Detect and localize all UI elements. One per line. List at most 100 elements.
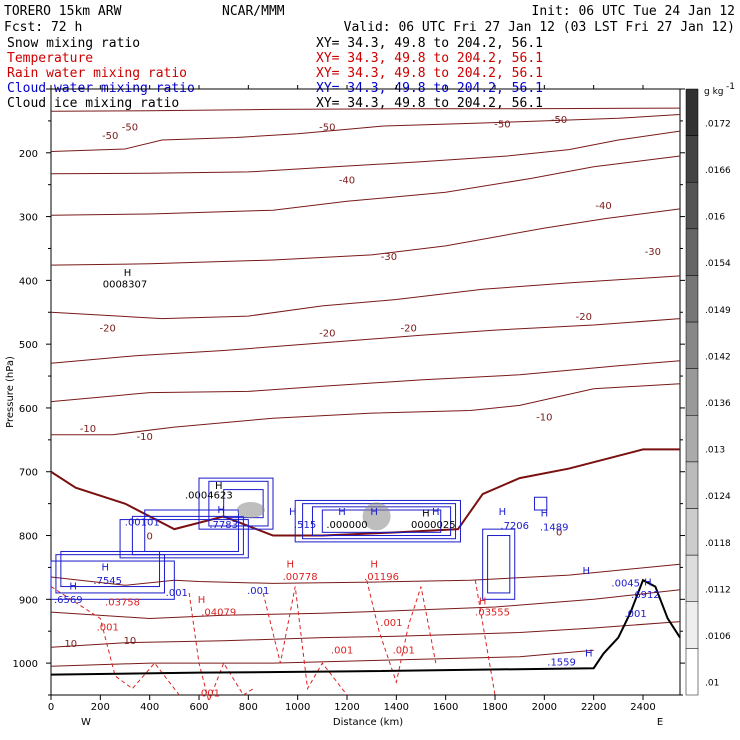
contour-labels: -50 -50 -50 -50 -50 -40 -40 -30 -30 -20 -20 -20 -20 -… [54, 115, 661, 699]
east-label: E [657, 717, 663, 728]
x-tick-label: 1000 [285, 702, 310, 713]
x-tick-label: 800 [239, 702, 258, 713]
colorbar-swatch [685, 508, 699, 556]
ice-label: .000000 [326, 520, 367, 531]
legend-field-name: Temperature [7, 51, 93, 66]
isotherm-line [50, 563, 681, 586]
temperature-label: -30 [381, 252, 397, 263]
temperature-label: 0 [146, 531, 152, 542]
isotherm-line [51, 383, 681, 436]
ice-high-marker: H [124, 268, 132, 279]
cloud-water-contour [144, 509, 239, 552]
colorbar-label: .0118 [705, 539, 731, 549]
colorbar-label: .0112 [705, 585, 731, 595]
x-axis-title: Distance (km) [333, 717, 403, 728]
center-title: NCAR/MMM [222, 4, 285, 19]
valid-time: Valid: 06 UTC Fri 27 Jan 12 (03 LST Fri … [344, 20, 735, 35]
rain-label: .03555 [475, 607, 510, 618]
init-time: Init: 06 UTC Tue 24 Jan 12 [532, 4, 736, 19]
rain-label: .03758 [105, 598, 140, 609]
colorbar-label: .016 [705, 213, 725, 223]
colorbar-swatch [685, 368, 699, 416]
x-tick-label: 2400 [630, 702, 655, 713]
isotherm-line [50, 275, 681, 320]
field-legend: Snow mixing ratio XY= 34.3, 49.8 to 204.2… [7, 36, 543, 111]
colorbar-label: .0172 [705, 119, 731, 129]
cloud-high-marker: H [585, 649, 593, 660]
y-tick-label: 300 [19, 213, 38, 224]
isotherm-line [50, 318, 681, 364]
colorbar-label: .0154 [705, 259, 731, 269]
rain-water-contour [188, 592, 254, 704]
legend-field-name: Rain water mixing ratio [7, 66, 187, 81]
temperature-label: -50 [319, 122, 335, 133]
temperature-label: -50 [551, 115, 567, 126]
colorbar-label: .0149 [705, 306, 731, 316]
y-tick-label: 500 [19, 340, 38, 351]
terrain-line [50, 578, 681, 676]
rain-water-contour [262, 586, 348, 696]
rain-label: .01196 [364, 572, 399, 583]
snow-mixing-blob [236, 502, 265, 519]
temperature-label: -40 [595, 201, 611, 212]
cloud-water-contour [294, 499, 461, 543]
colorbar-label: .0124 [705, 492, 731, 502]
ice-label: 0000025 [411, 520, 456, 531]
colorbar-swatch [685, 88, 699, 136]
legend-field-xy: XY= 34.3, 49.8 to 204.2, 56.1 [316, 51, 543, 66]
x-tick-label: 200 [91, 702, 110, 713]
temperature-label: -10 [137, 432, 153, 443]
isotherm-line [50, 621, 681, 648]
plot-frame [50, 88, 681, 696]
colorbar-label: .013 [705, 446, 725, 456]
colorbar-swatch [685, 228, 699, 276]
x-tick-label: 1200 [334, 702, 359, 713]
cloud-water-label: .1489 [540, 522, 569, 533]
legend-field-xy: XY= 34.3, 49.8 to 204.2, 56.1 [316, 96, 543, 111]
cloud-water-contour [533, 496, 548, 511]
rain-high-marker: H [370, 559, 378, 570]
temperature-label: -20 [400, 323, 416, 334]
colorbar-swatch [685, 461, 699, 509]
forecast-hour: Fcst: 72 h [4, 20, 82, 35]
y-axis-title: Pressure (hPa) [5, 356, 16, 428]
colorbar-swatch [685, 181, 699, 230]
temperature-label: -50 [102, 131, 118, 142]
ice-label: 0008307 [103, 279, 148, 290]
temperature-label: -40 [339, 175, 355, 186]
rain-label: .001 [97, 623, 119, 634]
cloud-water-label: .001 [247, 586, 269, 597]
colorbar-label: .0166 [705, 166, 731, 176]
temperature-label: -20 [100, 323, 116, 334]
ice-label: .0004623 [185, 491, 233, 502]
cloud-water-contour [223, 489, 264, 519]
x-tick-label: 0 [48, 702, 54, 713]
cloud-high-marker: H [541, 508, 549, 519]
cloud-high-marker: H [69, 582, 77, 593]
colorbar-swatch [685, 135, 699, 183]
rain-water-contour [474, 580, 496, 696]
rain-water-contour [366, 580, 437, 685]
snow-mixing-blob [362, 502, 391, 531]
cloud-water-contour [131, 515, 244, 556]
x-tick-label: 1600 [433, 702, 458, 713]
colorbar: .0172 .0166 .016 .0154 .0149 .0142 .0136 .013 .0… [685, 88, 731, 696]
temperature-label: 10 [64, 639, 77, 650]
colorbar-swatch [685, 648, 699, 696]
legend-field-xy: XY= 34.3, 49.8 to 204.2, 56.1 [316, 66, 543, 81]
model-title: TORERO 15km ARW [4, 4, 122, 19]
rain-label: .001 [380, 618, 402, 629]
cloud-water-contour [119, 519, 249, 559]
colorbar-label: .01 [705, 679, 719, 689]
cloud-high-marker: H [583, 566, 591, 577]
cloud-water-label: .7206 [500, 521, 529, 532]
cloud-high-marker: H [217, 505, 225, 516]
cloud-water-label: .001 [166, 588, 188, 599]
cloud-water-contour [198, 477, 274, 530]
ice-high-marker: H [422, 508, 430, 519]
y-tick-label: 400 [19, 276, 38, 287]
axes: 0 200 400 600 800 1000 1200 1400 1600 1800 2000 220… [13, 85, 685, 713]
cloud-high-marker: H [370, 507, 378, 518]
temperature-label: -10 [536, 413, 552, 424]
cloud-water-label: .1559 [547, 658, 576, 669]
